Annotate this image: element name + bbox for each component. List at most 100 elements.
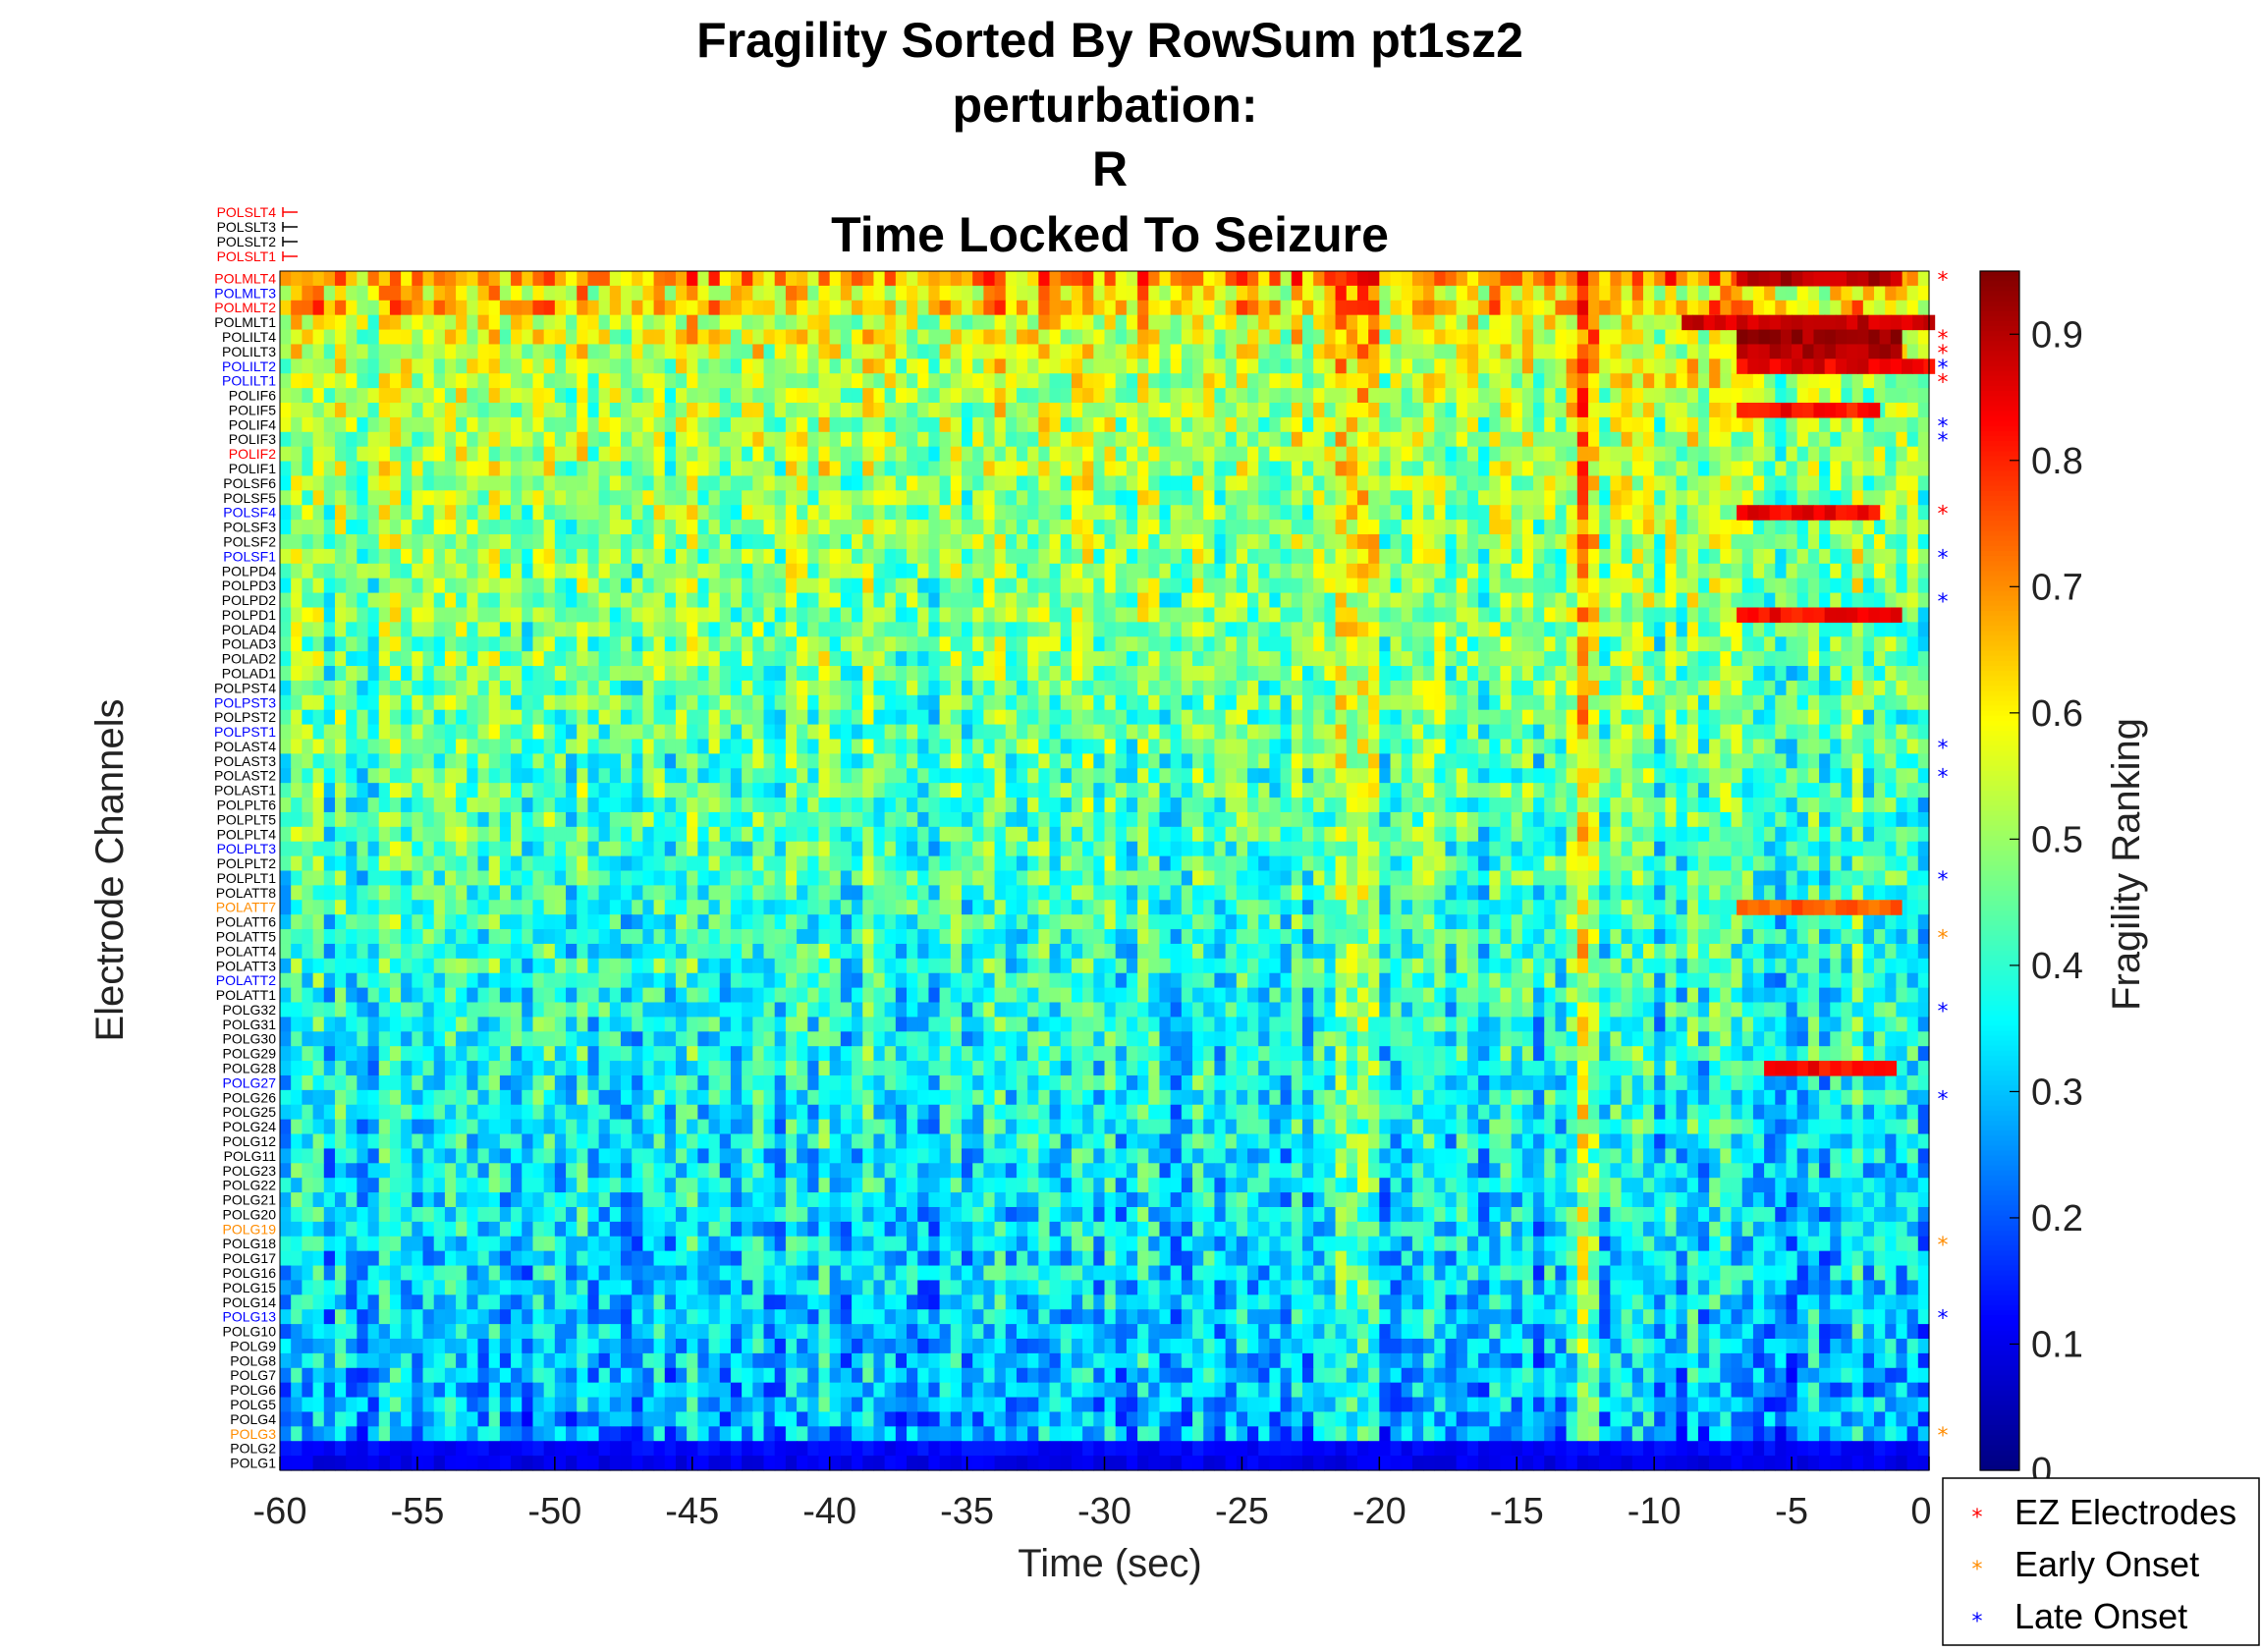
heatmap-cell: [554, 636, 567, 652]
heatmap-cell: [1599, 607, 1611, 623]
heatmap-cell: [1576, 578, 1589, 594]
heatmap-cell: [1521, 505, 1534, 521]
heatmap-cell: [1654, 578, 1666, 594]
heatmap-cell: [642, 563, 655, 579]
heatmap-cell: [1247, 446, 1259, 463]
heatmap-cell: [961, 358, 973, 374]
heatmap-cell: [763, 578, 776, 594]
heatmap-cell: [477, 607, 490, 623]
heatmap-cell: [961, 739, 973, 754]
heatmap-cell: [1654, 651, 1666, 667]
heatmap-cell: [433, 358, 446, 374]
heatmap-cell: [1621, 520, 1633, 535]
heatmap-cell: [862, 329, 875, 346]
heatmap-cell: [1115, 724, 1128, 741]
heatmap-cell: [895, 578, 908, 594]
heatmap-cell: [1280, 416, 1293, 433]
heatmap-cell: [1533, 403, 1545, 418]
heatmap-cell: [1478, 709, 1490, 726]
heatmap-cell: [884, 607, 897, 623]
heatmap-cell: [807, 709, 820, 726]
heatmap-cell: [1379, 314, 1392, 331]
heatmap-cell: [1291, 300, 1303, 316]
heatmap-cell: [1423, 666, 1435, 682]
heatmap-cell: [818, 403, 831, 418]
heatmap-cell: [742, 666, 753, 682]
heatmap-cell: [511, 431, 523, 448]
heatmap-cell: [1335, 300, 1348, 316]
heatmap-cell: [1709, 388, 1721, 404]
heatmap-cell: [1599, 416, 1611, 433]
heatmap-cell: [422, 592, 435, 609]
heatmap-cell: [1313, 651, 1325, 667]
heatmap-cell: [1654, 724, 1666, 741]
heatmap-cell: [1115, 344, 1128, 359]
heatmap-cell: [1368, 578, 1380, 594]
heatmap-cell: [1104, 666, 1117, 682]
heatmap-cell: [280, 666, 292, 682]
heatmap-cell: [367, 344, 380, 359]
heatmap-cell: [1720, 520, 1733, 535]
heatmap-cell: [939, 651, 952, 667]
heatmap-cell: [1841, 520, 1853, 535]
heatmap-cell: [1049, 300, 1062, 316]
heatmap-cell: [1445, 607, 1458, 623]
heatmap-cell: [664, 344, 677, 359]
heatmap-cell: [653, 651, 666, 667]
heatmap-cell: [1159, 271, 1172, 287]
heatmap-cell: [632, 388, 643, 404]
heatmap-cell: [412, 358, 424, 374]
heatmap-cell: [1709, 446, 1721, 463]
heatmap-cell: [1478, 739, 1490, 754]
heatmap-cell: [1885, 285, 1898, 302]
heatmap-cell: [1093, 622, 1106, 637]
heatmap-cell: [1896, 563, 1908, 579]
heatmap-cell: [774, 271, 787, 287]
heatmap-cell: [1159, 285, 1172, 302]
heatmap-cell: [1181, 373, 1193, 389]
heatmap-cell: [444, 388, 457, 404]
heatmap-cell: [961, 388, 973, 404]
heatmap-cell: [1697, 563, 1710, 579]
heatmap-cell: [632, 446, 643, 463]
heatmap-cell: [907, 329, 918, 346]
heatmap-cell: [774, 607, 787, 623]
heatmap-cell: [862, 416, 875, 433]
heatmap-cell: [642, 739, 655, 754]
heatmap-cell: [1379, 534, 1392, 550]
heatmap-cell: [730, 753, 743, 769]
heatmap-cell: [598, 578, 611, 594]
heatmap-cell: [1082, 592, 1094, 609]
heatmap-cell: [1576, 300, 1589, 316]
heatmap-cell: [917, 505, 929, 521]
heatmap-cell: [598, 636, 611, 652]
heatmap-cell: [873, 651, 886, 667]
heatmap-cell: [488, 388, 501, 404]
heatmap-cell: [1423, 651, 1435, 667]
heatmap-cell: [1016, 739, 1028, 754]
heatmap-cell: [829, 475, 842, 491]
heatmap-cell: [708, 548, 721, 565]
heatmap-cell: [1225, 373, 1238, 389]
heatmap-cell: [742, 563, 753, 579]
heatmap-cell: [797, 344, 808, 359]
heatmap-cell: [1159, 416, 1172, 433]
heatmap-cell: [456, 285, 468, 302]
heatmap-cell: [346, 403, 358, 418]
heatmap-cell: [1148, 548, 1161, 565]
heatmap-cell: [389, 563, 402, 579]
heatmap-cell: [467, 548, 479, 565]
heatmap-cell: [1005, 403, 1018, 418]
heatmap-cell: [708, 314, 721, 331]
heatmap-cell: [742, 680, 753, 696]
heatmap-cell: [1456, 314, 1468, 331]
heatmap-cell: [1533, 636, 1545, 652]
heatmap-cell: [433, 329, 446, 346]
heatmap-cell: [1796, 300, 1809, 316]
heatmap-cell: [1588, 446, 1600, 463]
heatmap-cell: [334, 300, 347, 316]
heatmap-cell: [1434, 475, 1447, 491]
heatmap-cell: [1709, 490, 1721, 506]
heatmap-cell: [1686, 388, 1699, 404]
heatmap-cell: [1390, 285, 1403, 302]
